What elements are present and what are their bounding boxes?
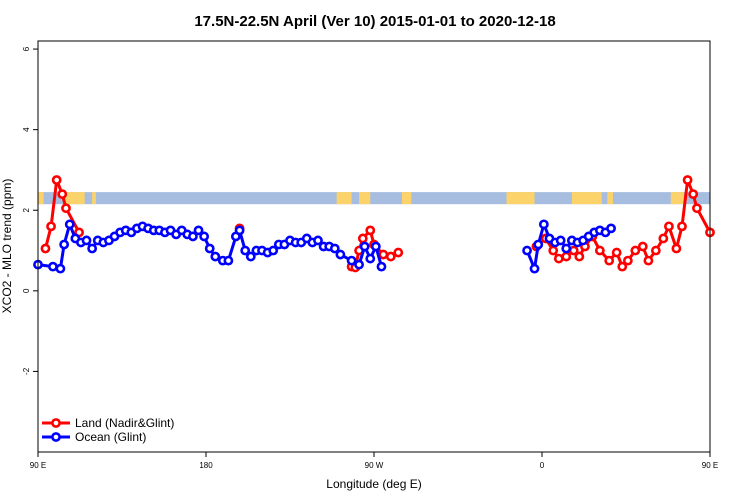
legend-marker: [51, 432, 61, 442]
data-point: [561, 243, 572, 254]
data-point: [677, 221, 687, 232]
data-point: [87, 243, 98, 254]
data-point: [594, 245, 605, 256]
data-point: [393, 247, 404, 258]
data-point: [335, 249, 346, 260]
data-point: [329, 243, 340, 254]
data-point: [637, 241, 648, 252]
band-land-segment: [571, 192, 602, 205]
data-point: [604, 255, 615, 266]
y-tick-label: -2: [22, 367, 31, 375]
data-point: [692, 203, 702, 214]
data-point: [385, 251, 396, 262]
data-point: [370, 241, 381, 252]
data-point: [57, 189, 68, 200]
data-point: [555, 235, 566, 246]
data-point: [522, 245, 532, 256]
band-land-segment: [336, 192, 352, 205]
data-point: [193, 225, 204, 236]
legend-label: Land (Nadir&Glint): [75, 416, 174, 430]
data-point: [204, 243, 215, 254]
data-point: [664, 221, 674, 232]
data-point: [188, 231, 198, 242]
data-point: [553, 253, 564, 264]
data-point: [548, 245, 559, 256]
data-point: [46, 221, 56, 232]
data-point: [240, 245, 251, 256]
data-point: [51, 175, 62, 185]
data-point: [61, 203, 71, 214]
data-point: [617, 261, 628, 272]
band-land-segment: [64, 192, 85, 205]
x-tick-label: 90 E: [30, 461, 46, 470]
y-tick-label: 4: [22, 127, 31, 132]
data-point: [359, 241, 370, 252]
y-axis-label: XCO2 - MLO trend (ppm): [0, 179, 14, 314]
data-point: [671, 243, 682, 254]
data-point: [48, 261, 58, 272]
x-axis-label: Longitude (deg E): [326, 477, 421, 491]
band-land-segment: [402, 192, 412, 205]
series-ocean: [33, 219, 616, 274]
data-point: [561, 251, 572, 262]
data-point: [622, 255, 633, 266]
data-point: [574, 251, 585, 262]
band-land-segment: [607, 192, 613, 205]
data-point: [313, 235, 323, 246]
data-point: [643, 255, 654, 266]
data-point: [40, 243, 51, 254]
data-point: [611, 247, 622, 258]
data-point: [630, 245, 641, 256]
data-point: [223, 255, 234, 266]
legend-marker: [51, 418, 61, 428]
data-point: [245, 251, 256, 262]
data-point: [376, 261, 387, 272]
data-point: [55, 263, 66, 274]
y-tick-label: 0: [22, 288, 31, 293]
data-point: [365, 253, 376, 264]
band-land-segment: [359, 192, 371, 205]
data-point: [64, 219, 75, 230]
x-tick-label: 180: [199, 461, 213, 470]
x-tick-label: 0: [540, 461, 545, 470]
band-ocean: [38, 192, 710, 205]
axis-layer: 90 E 180 90 W 0 90 E -2 0 2 4 6: [22, 46, 718, 470]
data-point: [365, 225, 376, 236]
legend: Land (Nadir&Glint)Ocean (Glint): [42, 416, 174, 444]
data-point: [533, 239, 544, 250]
data-point: [234, 225, 245, 236]
x-tick-label: 90 W: [365, 461, 384, 470]
data-point: [81, 235, 92, 246]
data-point: [354, 259, 364, 270]
data-point: [346, 255, 357, 266]
data-point: [658, 233, 669, 244]
data-point: [199, 231, 210, 242]
data-point: [650, 245, 661, 256]
band-land-segment: [506, 192, 535, 205]
data-point: [210, 251, 221, 262]
landmask-band: [38, 192, 710, 205]
data-point: [682, 175, 693, 185]
y-tick-label: 2: [22, 207, 31, 212]
series-layer: [33, 175, 715, 274]
data-point: [268, 245, 279, 256]
data-point: [606, 223, 616, 234]
y-tick-label: 6: [22, 46, 31, 51]
band-land-segment: [670, 192, 684, 205]
data-point: [59, 239, 70, 250]
data-point: [688, 189, 699, 200]
legend-label: Ocean (Glint): [75, 430, 146, 444]
band-land-segment: [92, 192, 96, 205]
x-tick-label: 90 E: [702, 461, 718, 470]
chart-title: 17.5N-22.5N April (Ver 10) 2015-01-01 to…: [194, 13, 555, 30]
data-point: [538, 219, 549, 230]
data-point: [529, 263, 540, 274]
data-point: [357, 233, 368, 244]
band-land-segment: [38, 192, 44, 205]
data-point: [378, 249, 389, 260]
